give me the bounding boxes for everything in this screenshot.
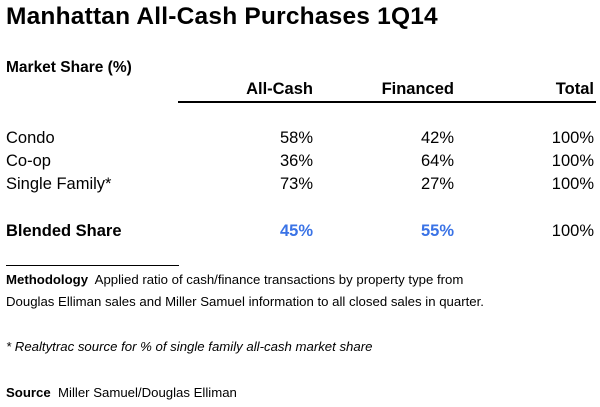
column-header-all-cash: All-Cash <box>246 80 313 98</box>
coop-financed: 64% <box>420 152 454 170</box>
condo-financed: 42% <box>420 129 454 147</box>
methodology-line-2: Douglas Elliman sales and Miller Samuel … <box>6 294 484 309</box>
single-family-total: 100% <box>551 175 594 193</box>
blended-all-cash: 45% <box>279 222 313 240</box>
row-label-condo: Condo <box>6 129 55 147</box>
row-label-coop: Co-op <box>6 152 51 170</box>
footnote-divider <box>6 265 179 266</box>
blended-total: 100% <box>551 222 594 240</box>
single-family-all-cash: 73% <box>279 175 313 193</box>
coop-all-cash: 36% <box>279 152 313 170</box>
row-label-blended-share: Blended Share <box>6 222 122 240</box>
page-title: Manhattan All-Cash Purchases 1Q14 <box>6 3 438 30</box>
methodology-label: Methodology <box>6 272 89 287</box>
single-family-financed: 27% <box>420 175 454 193</box>
condo-all-cash: 58% <box>279 129 313 147</box>
coop-total: 100% <box>551 152 594 170</box>
source-text: Miller Samuel/Douglas Elliman <box>58 385 237 400</box>
source-label: Source <box>6 385 51 400</box>
column-header-financed: Financed <box>381 80 454 98</box>
column-header-total: Total <box>555 80 594 98</box>
header-divider <box>178 101 596 103</box>
methodology-text-1: Applied ratio of cash/finance transactio… <box>94 272 464 287</box>
methodology-line-1: Methodology Applied ratio of cash/financ… <box>6 272 463 287</box>
condo-total: 100% <box>551 129 594 147</box>
row-label-single-family: Single Family* <box>6 175 112 193</box>
table-subtitle: Market Share (%) <box>6 59 132 76</box>
source-line: Source Miller Samuel/Douglas Elliman <box>6 385 237 400</box>
footnote-realtytrac: * Realtytrac source for % of single fami… <box>6 339 373 354</box>
blended-financed: 55% <box>420 222 454 240</box>
